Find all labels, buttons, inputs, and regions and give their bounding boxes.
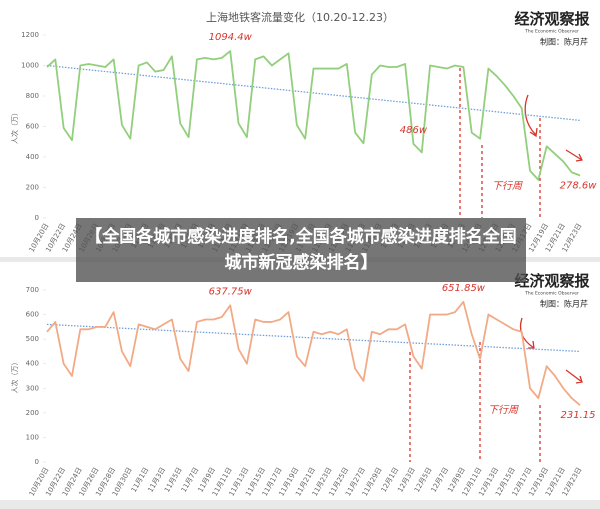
y-tick-label: 100 [26, 433, 39, 441]
y-tick-label: 700 [26, 286, 39, 294]
chart-title: 上海地铁客流量变化（10.20-12.23） [206, 10, 394, 24]
annotation-marks [409, 68, 583, 462]
value-label: 231.15 [561, 410, 596, 421]
y-tick-label: 1000 [21, 62, 39, 70]
value-label: 486w [400, 125, 428, 136]
trend-line [46, 64, 581, 122]
annotation: 下行周 [492, 180, 523, 192]
series-line [46, 50, 581, 181]
y-tick-label: 400 [26, 360, 39, 368]
logo-subtitle: The Economic Observer [524, 29, 579, 35]
y-tick-label: 200 [26, 184, 39, 192]
trend-line [46, 323, 581, 353]
value-label: 278.6w [560, 181, 598, 192]
y-tick-label: 600 [26, 123, 39, 131]
logo-subtitle: The Economic Observer [524, 291, 579, 297]
value-label: 1094.4w [209, 32, 253, 43]
y-tick-label: 200 [26, 409, 39, 417]
value-label: 637.75w [209, 286, 253, 297]
y-tick-label: 1200 [21, 31, 39, 39]
y-axis-label: 人次（万） [10, 359, 19, 394]
annotation: 下行周 [488, 404, 519, 416]
series-line [46, 300, 581, 406]
credit: 制图：陈月芹 [540, 37, 588, 47]
value-label: 651.85w [442, 283, 486, 294]
y-tick-label: 400 [26, 153, 39, 161]
y-tick-label: 0 [35, 458, 39, 466]
y-tick-label: 300 [26, 384, 39, 392]
panel [0, 262, 600, 500]
y-axis-label: 人次（万） [10, 109, 19, 144]
credit: 制图：陈月芹 [540, 299, 588, 309]
logo: 经济观察报 [514, 10, 589, 28]
y-tick-label: 500 [26, 335, 39, 343]
y-tick-label: 0 [35, 214, 39, 222]
y-tick-label: 600 [26, 311, 39, 319]
y-tick-label: 800 [26, 92, 39, 100]
banner: 【全国各城市感染进度排名,全国各城市感染进度排名全国城市新冠感染排名】 [76, 218, 526, 282]
logo: 经济观察报 [514, 272, 589, 290]
